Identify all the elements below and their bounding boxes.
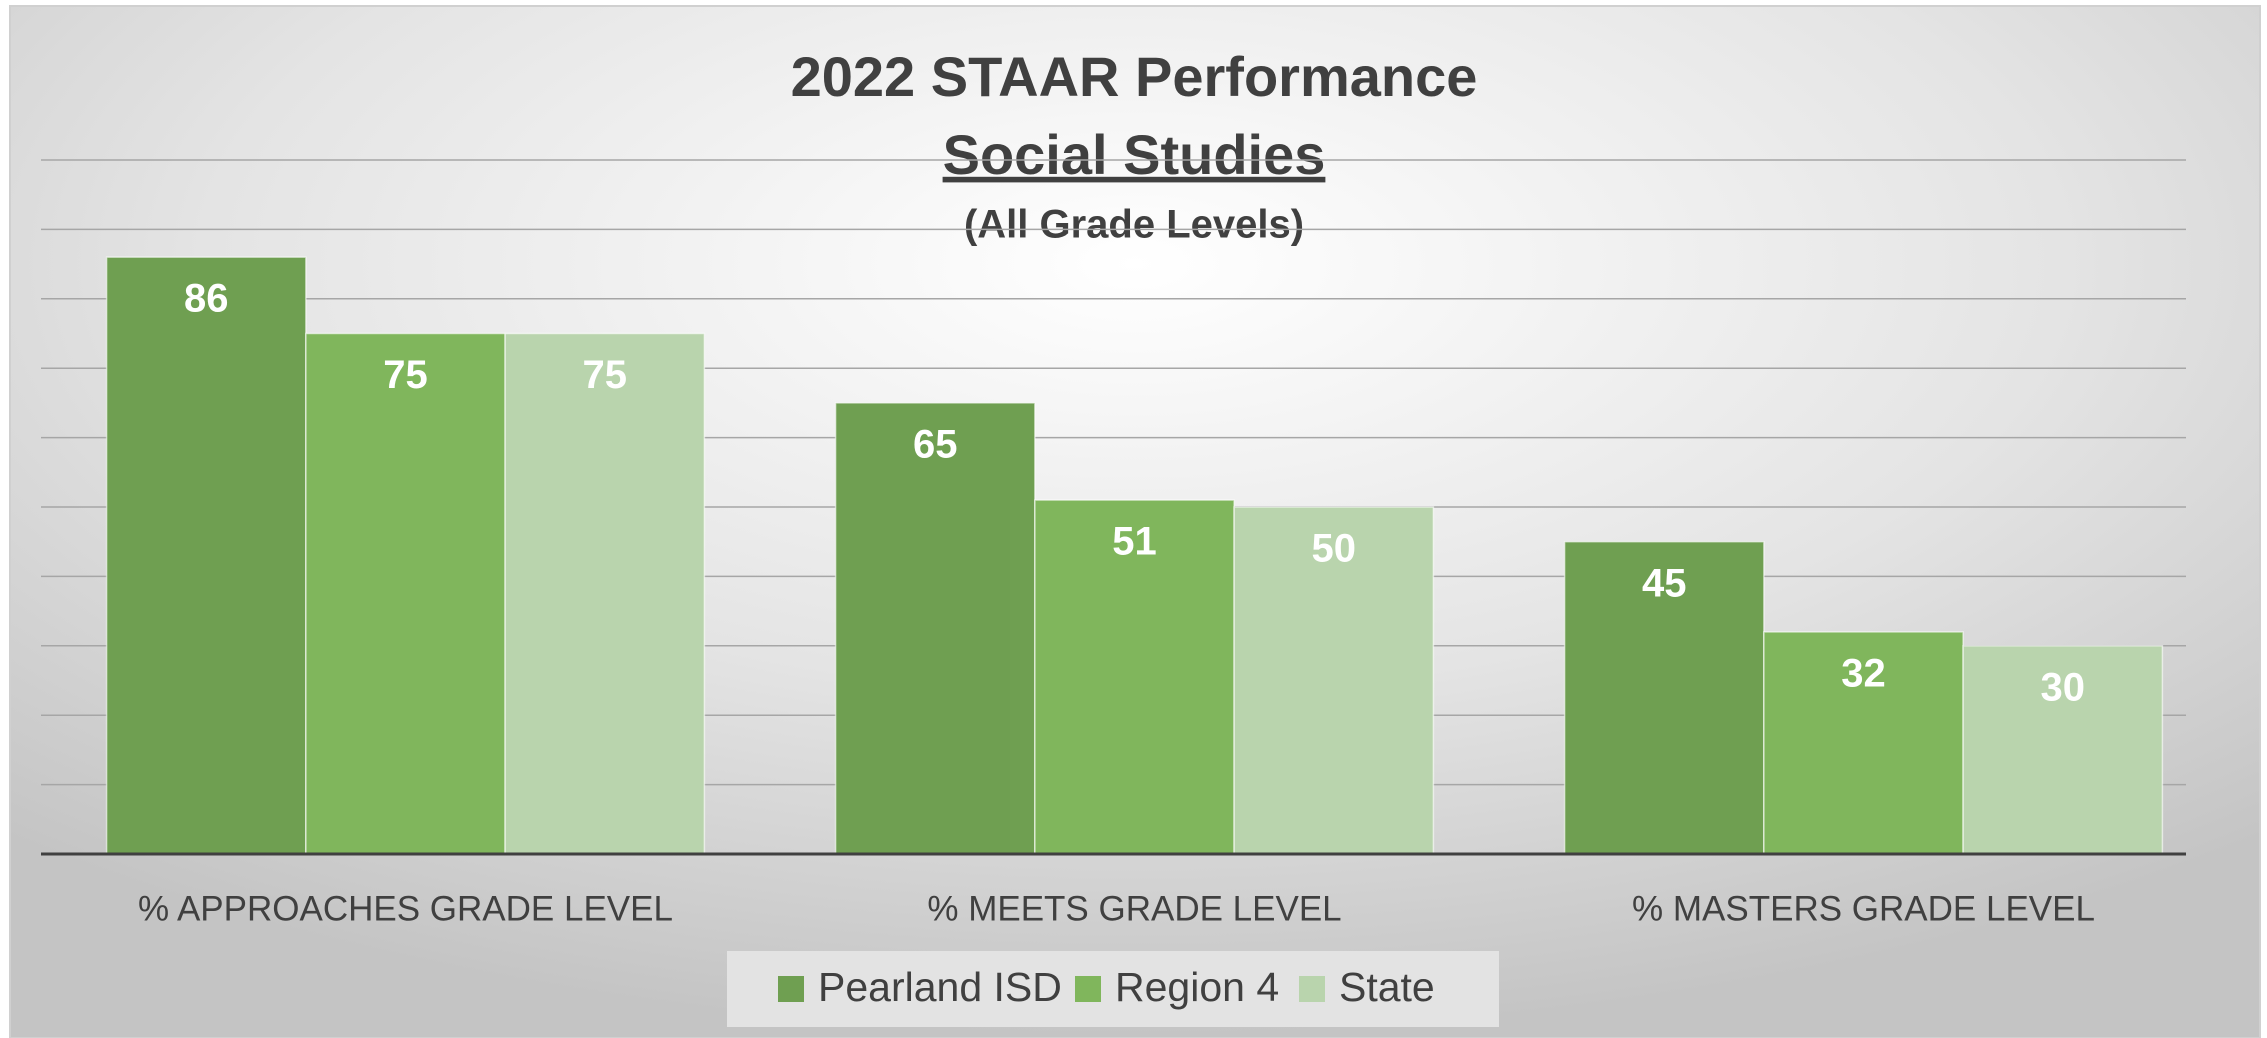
x-tick-label: % APPROACHES GRADE LEVEL	[138, 889, 673, 928]
data-label: 75	[383, 353, 428, 397]
legend-swatch	[1299, 976, 1325, 1002]
data-label: 65	[913, 422, 958, 466]
bar	[504, 332, 706, 855]
bar	[1962, 645, 2164, 855]
data-label: 75	[583, 353, 628, 397]
legend-label: Region 4	[1115, 964, 1279, 1010]
bar	[834, 402, 1036, 855]
data-label: 30	[2041, 665, 2086, 709]
bar	[1233, 506, 1435, 855]
legend-label: Pearland ISD	[818, 964, 1062, 1010]
x-tick-label: % MASTERS GRADE LEVEL	[1632, 889, 2095, 928]
chart-title: 2022 STAAR Performance	[791, 45, 1478, 108]
legend-swatch	[778, 976, 804, 1002]
bar	[1763, 631, 1964, 855]
chart-subtitle: Social Studies	[943, 123, 1326, 186]
bar	[305, 332, 506, 855]
legend-box	[727, 951, 1499, 1027]
data-label: 51	[1112, 520, 1157, 564]
x-tick-label: % MEETS GRADE LEVEL	[927, 889, 1341, 928]
legend-label: State	[1339, 964, 1435, 1010]
chart-annotation: (All Grade Levels)	[964, 203, 1304, 247]
data-label: 50	[1312, 527, 1357, 571]
legend-swatch	[1075, 976, 1101, 1002]
bar	[105, 256, 307, 855]
bar	[1563, 540, 1765, 855]
data-label: 32	[1841, 651, 1886, 695]
data-label: 86	[184, 277, 229, 321]
data-label: 45	[1642, 561, 1687, 605]
